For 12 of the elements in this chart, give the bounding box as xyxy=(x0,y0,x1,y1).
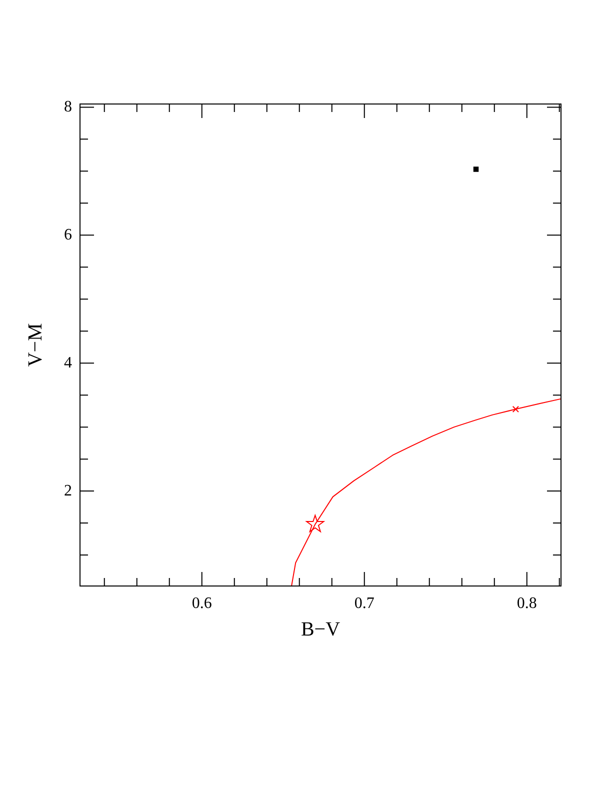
y-tick-label: 6 xyxy=(64,226,72,244)
x-tick-label: 0.7 xyxy=(354,594,374,612)
x-tick-label: 0.8 xyxy=(516,594,537,612)
x-axis-title: B−V xyxy=(300,618,341,640)
point xyxy=(512,406,519,412)
y-tick-label: 4 xyxy=(64,354,72,372)
point xyxy=(306,514,324,532)
y-axis-title: V−M xyxy=(24,323,46,367)
x-tick-label: 0.6 xyxy=(192,594,212,612)
point xyxy=(473,166,479,172)
y-tick-label: 2 xyxy=(64,482,72,500)
y-tick-label: 8 xyxy=(64,98,72,116)
